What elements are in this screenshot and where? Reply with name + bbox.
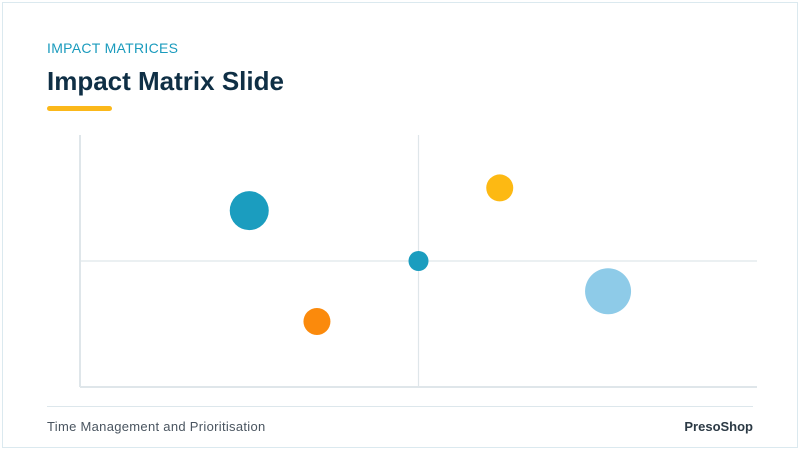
title-underline (47, 106, 112, 111)
matrix-bubble-5 (585, 268, 632, 315)
matrix-bubble-2 (303, 307, 331, 335)
footer-deck-title: Time Management and Prioritisation (47, 419, 266, 434)
footer-brand: PresoShop (684, 419, 753, 434)
slide-title: Impact Matrix Slide (47, 66, 284, 96)
matrix-bubble-1 (229, 191, 269, 231)
section-eyebrow: IMPACT MATRICES (47, 40, 179, 56)
matrix-bubble-4 (486, 174, 514, 202)
footer-divider (47, 406, 753, 407)
matrix-bubble-3 (408, 251, 429, 271)
impact-matrix-chart (79, 135, 757, 388)
